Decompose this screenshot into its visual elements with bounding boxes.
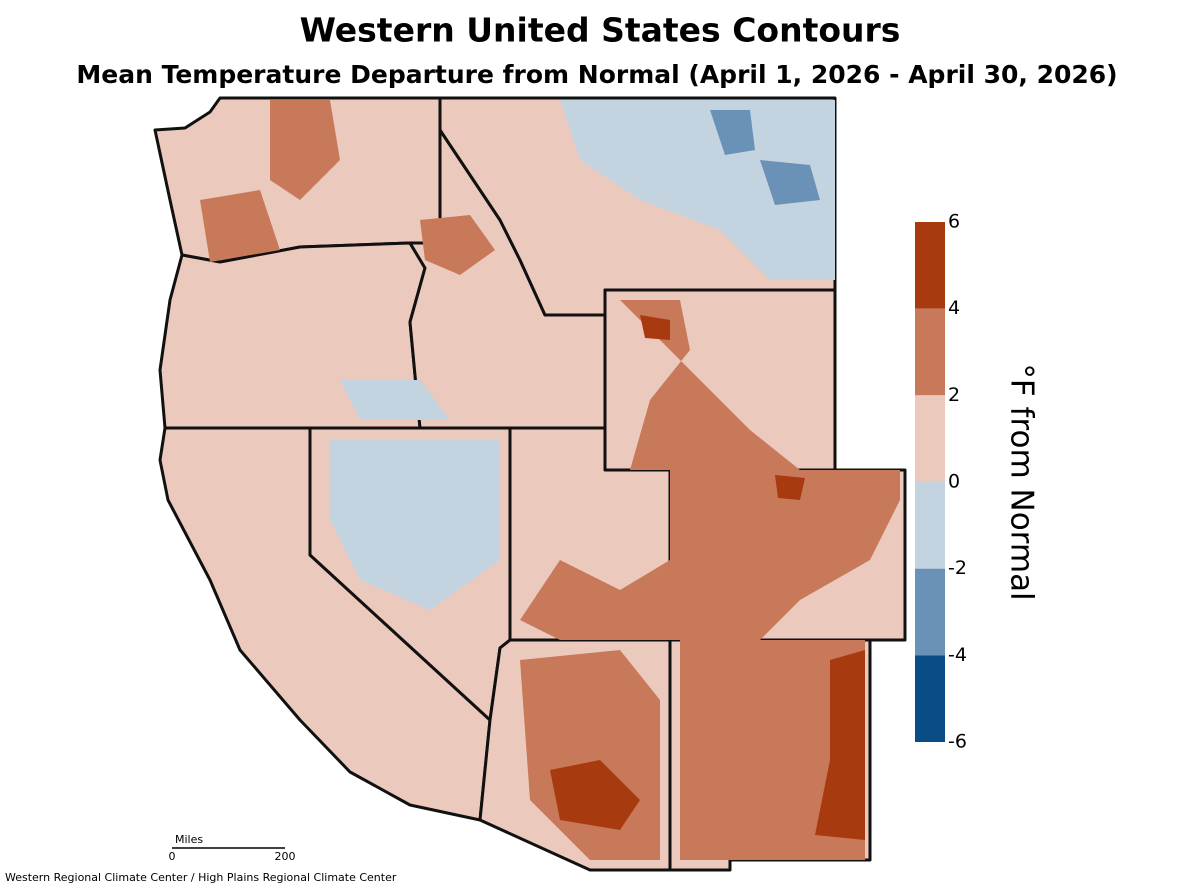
- legend-swatch: [915, 482, 945, 569]
- legend-tick-label: -2: [948, 557, 967, 579]
- hot-area: [640, 315, 670, 340]
- legend-swatch: [915, 395, 945, 482]
- credit: Western Regional Climate Center / High P…: [5, 871, 397, 884]
- legend-swatch: [915, 655, 945, 742]
- cool-area: [340, 380, 450, 420]
- warm-area: [680, 640, 865, 860]
- legend-swatch: [915, 568, 945, 656]
- cool-area: [560, 100, 835, 280]
- hot-area: [550, 760, 640, 830]
- legend-tick-label: 2: [948, 384, 960, 406]
- warm-area: [200, 190, 280, 262]
- cool-area: [330, 440, 500, 610]
- cold-area: [760, 160, 820, 205]
- warm-area: [520, 300, 900, 640]
- legend-tick-label: -4: [948, 644, 967, 666]
- hot-area: [815, 650, 865, 840]
- warm-area: [420, 215, 495, 275]
- legend-tick-label: -6: [948, 731, 967, 753]
- scale-end: 200: [275, 850, 296, 863]
- warm-area: [270, 100, 340, 200]
- hot-area: [775, 475, 805, 500]
- map: [153, 96, 907, 872]
- legend-tick-label: 0: [948, 471, 960, 493]
- title: Western United States Contours: [300, 11, 901, 50]
- legend-tick-label: 4: [948, 297, 960, 319]
- scale-start: 0: [169, 850, 176, 863]
- legend-swatch: [915, 308, 945, 396]
- legend-tick-label: 6: [948, 211, 960, 233]
- cold-area: [710, 110, 755, 155]
- legend-label: °F from Normal: [1004, 363, 1040, 600]
- scale-unit: Miles: [175, 833, 203, 846]
- legend: °F from Normal 6 4 2 0 -2 -4 -6: [915, 211, 1040, 753]
- legend-swatch: [915, 222, 945, 309]
- subtitle: Mean Temperature Departure from Normal (…: [76, 60, 1117, 89]
